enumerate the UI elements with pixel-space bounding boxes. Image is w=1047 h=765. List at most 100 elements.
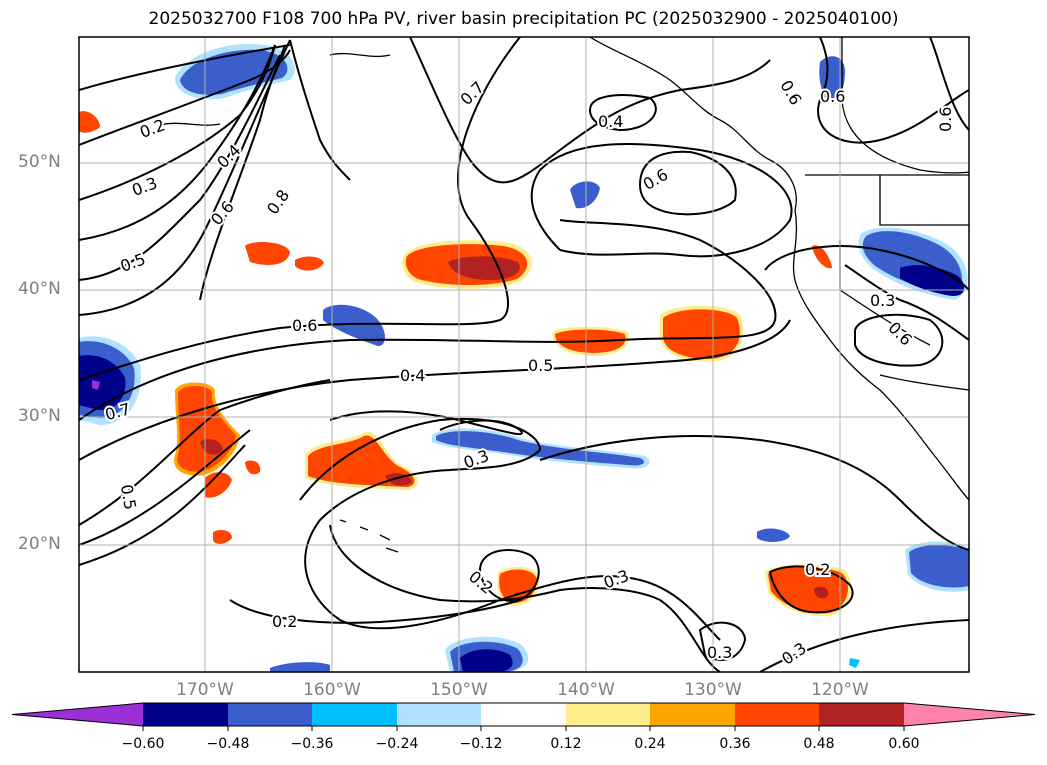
pv-contour xyxy=(79,44,291,91)
contour-label: 0.3 xyxy=(707,643,732,662)
pv-contour xyxy=(929,37,969,131)
colorbar-ticks xyxy=(142,726,905,731)
pv-contour xyxy=(698,621,747,661)
coastlines xyxy=(159,37,969,553)
precip-blob xyxy=(849,658,860,668)
lat-label: 20°N xyxy=(18,534,61,554)
contour-label: 0.4 xyxy=(598,112,623,131)
pv-contour xyxy=(844,264,969,341)
colorbar-tick-label: 0.24 xyxy=(634,736,666,752)
colorbar-cell xyxy=(228,703,312,726)
contour-label: 0.6 xyxy=(820,87,845,106)
pv-contour xyxy=(229,599,521,624)
precip-blob xyxy=(79,111,100,133)
precip-blob xyxy=(245,460,261,475)
colorbar-tick-label: −0.36 xyxy=(290,736,334,752)
lon-label: 120°W xyxy=(811,680,869,700)
coastline-path xyxy=(839,240,931,346)
lat-label: 50°N xyxy=(18,152,61,172)
contour-label: 0.3 xyxy=(129,173,159,200)
contour-label: 0.4 xyxy=(213,141,244,172)
lon-label: 130°W xyxy=(684,680,742,700)
lon-label: 140°W xyxy=(557,680,615,700)
precip-blob xyxy=(213,530,232,544)
contour-label: 0.5 xyxy=(117,483,140,511)
pv-contour xyxy=(638,150,737,216)
precip-blob xyxy=(308,435,415,487)
contour-label: 0.6 xyxy=(936,107,955,132)
coastline-path xyxy=(589,37,797,211)
colorbar-cell xyxy=(481,703,566,726)
precip-blob xyxy=(570,181,600,209)
contour-label: 0.8 xyxy=(263,186,293,218)
precip-blob xyxy=(757,528,790,542)
coastline-path xyxy=(841,37,969,174)
pv-contour xyxy=(764,245,969,291)
pv-contour xyxy=(79,44,276,201)
precip-blob xyxy=(900,265,965,297)
pv-contour xyxy=(79,379,331,526)
contour-label: 0.2 xyxy=(805,560,830,579)
precip-blob xyxy=(92,380,100,390)
precip-blob xyxy=(270,662,330,672)
colorbar-cell xyxy=(143,703,228,726)
colorbar-tick-label: 0.12 xyxy=(550,736,582,752)
precip-blob xyxy=(245,242,290,265)
contour-label: 0.3 xyxy=(870,291,895,310)
colorbar xyxy=(11,702,1036,731)
contour-label: 0.6 xyxy=(776,77,805,109)
pv-contour xyxy=(854,313,944,367)
colorbar-tick-label: −0.24 xyxy=(375,736,419,752)
pv-contour xyxy=(199,44,286,301)
pv-contour xyxy=(79,44,276,241)
lat-label: 40°N xyxy=(18,279,61,299)
precip-blob xyxy=(205,472,232,498)
colorbar-tick-label: 0.36 xyxy=(719,736,751,752)
precip-blob xyxy=(909,545,969,588)
contour-label: 0.3 xyxy=(601,566,631,593)
contour-label: 0.4 xyxy=(400,366,425,385)
pv-contour xyxy=(817,37,969,144)
precip-blob xyxy=(295,256,324,271)
contour-label: 0.7 xyxy=(457,78,488,109)
colorbar-tick-label: 0.48 xyxy=(803,736,835,752)
pv-contour xyxy=(530,143,793,258)
contour-label: 0.6 xyxy=(292,316,317,335)
precip-blob xyxy=(323,304,386,346)
contour-label: 0.2 xyxy=(137,115,167,142)
colorbar-cell xyxy=(650,703,735,726)
precip-blob xyxy=(460,649,513,672)
coastline-path xyxy=(159,122,221,126)
map-frame xyxy=(78,36,970,673)
precip-blob xyxy=(663,309,740,359)
colorbar-tick-label: 0.60 xyxy=(888,736,920,752)
coastline-path xyxy=(879,175,969,226)
colorbar-cell xyxy=(819,703,904,726)
pv-contour xyxy=(79,319,791,461)
precip-blob xyxy=(819,56,845,101)
pv-contour xyxy=(79,444,246,566)
precip-blob xyxy=(814,586,829,599)
map-title: 2025032700 F108 700 hPa PV, river basin … xyxy=(148,9,899,29)
coastline-path xyxy=(792,209,969,501)
pv-contour xyxy=(759,619,969,672)
coastline-path xyxy=(879,374,969,391)
contour-label: 0.2 xyxy=(272,612,297,631)
gridlines xyxy=(79,37,969,672)
coastline-path xyxy=(329,52,391,58)
pv-contour xyxy=(299,417,721,641)
colorbar-tick-label: −0.12 xyxy=(459,736,503,752)
lon-label: 150°W xyxy=(430,680,488,700)
pv-contour xyxy=(79,54,281,281)
pv-contour xyxy=(478,549,540,602)
colorbar-tick-label: −0.48 xyxy=(206,736,250,752)
precip-blob xyxy=(180,49,288,95)
pv-contour xyxy=(329,524,721,672)
pv-contour xyxy=(409,37,771,184)
pv-contour xyxy=(588,94,657,132)
contour-label: 0.3 xyxy=(778,639,810,669)
precip-blob xyxy=(812,245,832,269)
precip-blob xyxy=(768,567,848,614)
colorbar-cell xyxy=(397,703,481,726)
